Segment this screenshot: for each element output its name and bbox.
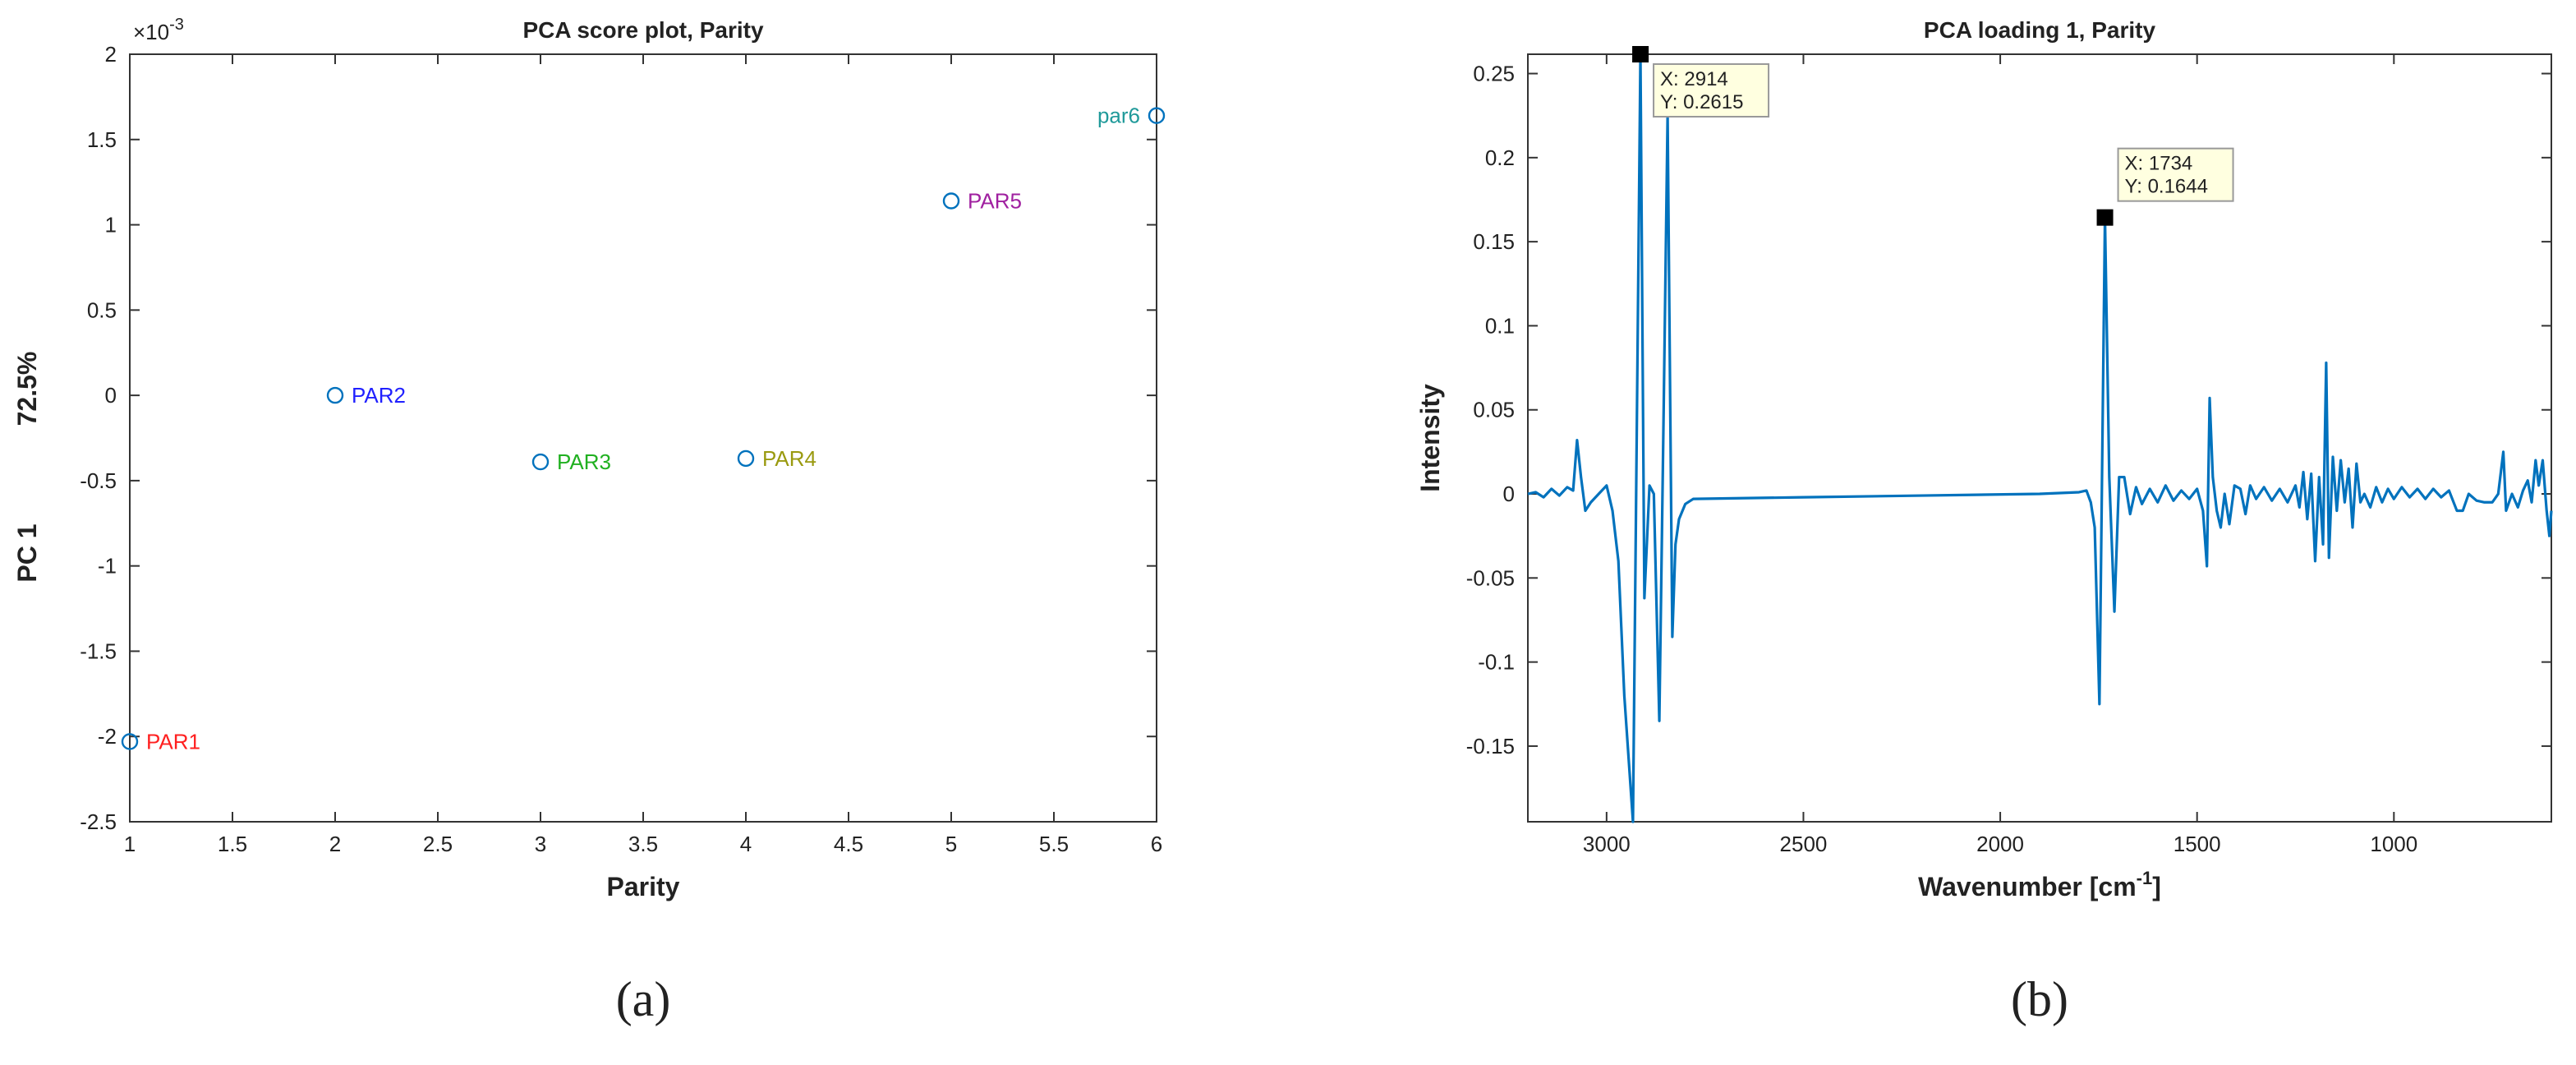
point [1148,107,1166,124]
spectrum-line [1527,53,2553,823]
point [531,453,550,471]
x-tick-label: 4 [740,832,752,856]
datatip-marker [2096,209,2114,226]
x-tick-label: 2.5 [423,832,453,856]
datatip-box [1653,63,1770,118]
y-tick-label: -1.5 [80,639,117,663]
panel-label: (b) [2011,972,2068,1026]
datatip-y: Y: 0.1644 [2125,176,2208,198]
datatip-x: X: 1734 [2125,153,2193,175]
x-tick-label: 2000 [1976,832,2024,856]
chart-title: PCA score plot, Parity [522,17,763,43]
x-axis-label-text: Wavenumber [cm [1918,872,2137,901]
point [942,192,960,210]
y-tick-label: 0 [105,383,117,408]
point-label: PAR4 [762,446,816,471]
y-multiplier-exp: -3 [169,16,184,34]
y-tick-label: 2 [105,42,117,67]
x-tick-label: 1000 [2370,832,2417,856]
x-tick-label: 6 [1151,832,1162,856]
point-label: PAR3 [557,450,611,474]
point-label: par6 [1097,104,1140,128]
y-tick-label: 0 [1503,482,1515,506]
x-axis-label: Wavenumber [cm-1] [1918,868,2161,901]
y-axis-label-note: 72.5% [12,352,42,426]
x-tick-label: 4.5 [834,832,863,856]
x-axis-label-text: Parity [607,872,680,901]
y-tick-label: -2 [98,724,117,749]
y-tick-label: -1 [98,554,117,579]
x-tick-label: 1.5 [218,832,247,856]
point-label: PAR5 [968,188,1022,213]
datatip-x: X: 2914 [1660,68,1728,90]
y-tick-label: -0.15 [1466,734,1515,758]
y-tick-label: -0.05 [1466,565,1515,590]
y-multiplier: ×10-3 [133,16,184,44]
x-tick-label: 5.5 [1039,832,1069,856]
y-tick-label: -0.1 [1478,650,1515,675]
y-tick-label: -2.5 [80,809,117,834]
datatip-marker [1632,46,1649,62]
y-tick-label: 0.25 [1473,62,1515,86]
x-tick-label: 5 [945,832,957,856]
x-axis-label-end: ] [2152,872,2161,901]
x-axis-label-sup: -1 [2137,868,2153,888]
point [737,450,755,468]
y-tick-label: 1.5 [87,127,117,152]
plot-area [129,53,1157,823]
y-tick-label: 0.2 [1485,145,1515,170]
y-tick-label: 0.05 [1473,398,1515,422]
y-tick-label: 0.5 [87,297,117,322]
y-tick-label: 0.1 [1485,313,1515,338]
x-tick-label: 2500 [1780,832,1828,856]
y-tick-label: 0.15 [1473,229,1515,254]
x-tick-label: 3.5 [628,832,658,856]
point-label: PAR1 [146,729,200,754]
y-tick-label: 1 [105,213,117,237]
x-tick-label: 1500 [2174,832,2221,856]
x-tick-label: 3 [535,832,546,856]
datatip-y: Y: 0.2615 [1660,91,1743,113]
point-label: PAR2 [352,383,406,408]
x-axis-label: Parity [607,872,680,901]
chart-title: PCA loading 1, Parity [1924,17,2156,43]
panel-label: (a) [616,972,671,1026]
plot-area [1527,53,2552,823]
x-tick-label: 1 [124,832,136,856]
x-tick-label: 2 [329,832,341,856]
y-tick-label: -0.5 [80,468,117,493]
x-tick-label: 3000 [1583,832,1631,856]
y-axis-label: Intensity [1415,384,1445,492]
point [121,733,139,750]
point [326,386,344,404]
y-axis-label: PC 1 [12,523,42,582]
datatip-box [2117,147,2234,202]
y-multiplier-base: ×10 [133,20,169,44]
